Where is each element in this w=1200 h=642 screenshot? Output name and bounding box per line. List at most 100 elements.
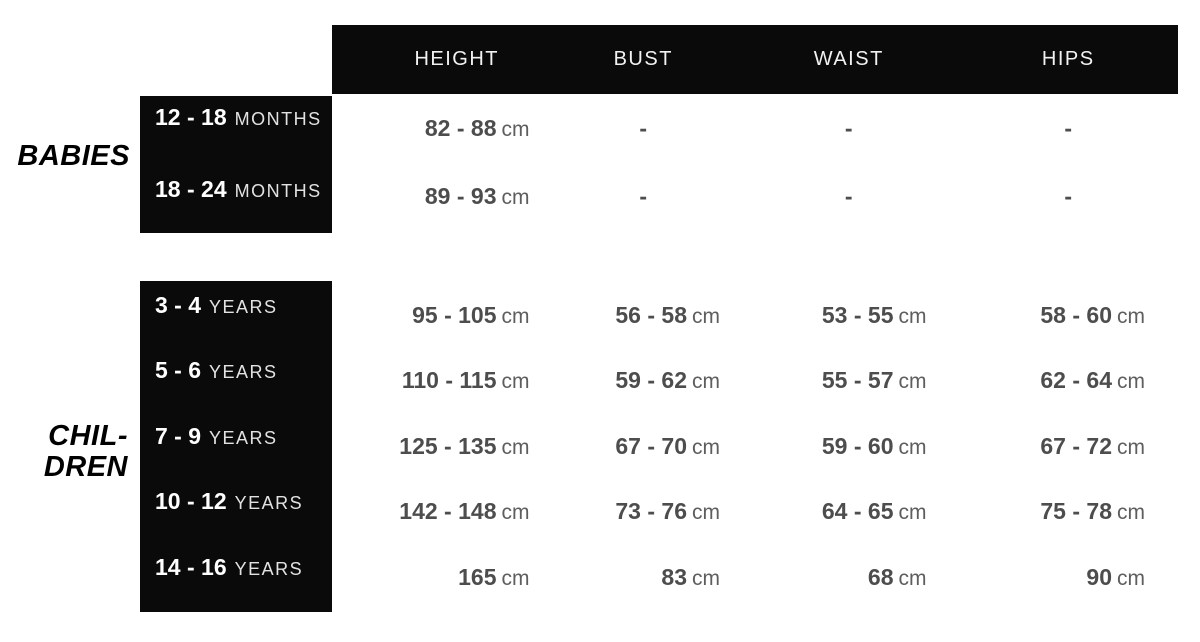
table-row: 82 - 88 cm - - -	[332, 108, 1178, 148]
age-range: 3 - 4	[155, 292, 202, 318]
cell-height: 95 - 105 cm	[332, 295, 544, 339]
age-label-14-16-years: 14 - 16 YEARS	[155, 547, 331, 587]
cell-hips: 58 - 60 cm	[967, 295, 1179, 339]
cell-unit: cm	[501, 567, 530, 590]
section-label-children: CHIL- DREN	[0, 421, 128, 483]
age-unit: YEARS	[209, 362, 278, 382]
cell-hips: 75 - 78 cm	[967, 491, 1179, 535]
cell-hips: -	[963, 176, 1175, 220]
cell-unit: cm	[501, 305, 530, 328]
cell-hips: 90 cm	[967, 557, 1179, 601]
age-unit: MONTHS	[234, 109, 322, 129]
cell-unit: cm	[501, 370, 530, 393]
cell-unit: cm	[1117, 370, 1145, 393]
cell-value: 67 - 72	[1040, 433, 1112, 459]
cell-unit: cm	[1117, 305, 1145, 328]
cell-unit: cm	[1117, 501, 1145, 524]
age-unit: YEARS	[234, 493, 304, 513]
age-unit: YEARS	[209, 297, 278, 317]
cell-value: -	[844, 183, 853, 209]
age-label-3-4-years: 3 - 4 YEARS	[155, 285, 331, 325]
age-range: 7 - 9	[155, 423, 202, 449]
age-range: 10 - 12	[155, 488, 227, 514]
cell-value: 125 - 135	[399, 433, 497, 459]
cell-value: 165	[458, 564, 497, 590]
cell-unit: cm	[501, 501, 530, 524]
cell-hips: 67 - 72 cm	[967, 426, 1179, 470]
cell-value: 89 - 93	[424, 183, 497, 209]
cell-unit: cm	[692, 305, 720, 328]
cell-height: 82 - 88 cm	[332, 108, 544, 152]
cell-value: 75 - 78	[1040, 498, 1112, 524]
cell-bust: 83 cm	[544, 557, 756, 601]
table-row: 110 - 115 cm 59 - 62 cm 55 - 57 cm 62 - 64 c…	[332, 360, 1178, 400]
cell-value: -	[844, 115, 853, 141]
cell-unit: cm	[898, 370, 927, 393]
cell-height: 142 - 148 cm	[332, 491, 544, 535]
cell-waist: -	[743, 108, 955, 152]
cell-bust: -	[538, 176, 750, 220]
cell-value: 59 - 62	[615, 367, 687, 393]
table-row: 95 - 105 cm 56 - 58 cm 53 - 55 cm 58 - 60 cm	[332, 295, 1178, 335]
cell-value: 56 - 58	[615, 302, 687, 328]
column-header-waist: WAIST	[813, 48, 884, 70]
cell-unit: cm	[692, 567, 720, 590]
cell-value: 62 - 64	[1040, 367, 1112, 393]
cell-unit: cm	[501, 118, 530, 141]
cell-height: 89 - 93 cm	[332, 176, 544, 220]
cell-unit: cm	[501, 186, 530, 209]
cell-waist: -	[743, 176, 955, 220]
cell-waist: 64 - 65 cm	[755, 491, 967, 535]
cell-unit: cm	[898, 501, 927, 524]
cell-value: 110 - 115	[401, 367, 497, 393]
cell-bust: 67 - 70 cm	[544, 426, 756, 470]
age-range: 12 - 18	[155, 104, 227, 130]
table-row: 89 - 93 cm - - -	[332, 176, 1178, 216]
babies-age-box	[140, 96, 332, 233]
cell-value: 68	[867, 564, 894, 590]
age-label-5-6-years: 5 - 6 YEARS	[155, 350, 331, 390]
cell-value: 67 - 70	[615, 433, 687, 459]
cell-value: 55 - 57	[821, 367, 894, 393]
cell-value: -	[639, 115, 648, 141]
section-label-line: CHIL-	[48, 420, 128, 452]
cell-value: 59 - 60	[821, 433, 894, 459]
column-header-bust: BUST	[613, 48, 673, 70]
cell-value: 64 - 65	[821, 498, 894, 524]
cell-unit: cm	[692, 370, 720, 393]
cell-unit: cm	[898, 436, 927, 459]
age-label-10-12-years: 10 - 12 YEARS	[155, 481, 331, 521]
table-header-bar: HEIGHT BUST WAIST HIPS	[332, 25, 1178, 94]
age-range: 18 - 24	[155, 176, 227, 202]
age-unit: YEARS	[234, 559, 304, 579]
cell-unit: cm	[692, 436, 720, 459]
age-range: 5 - 6	[155, 357, 202, 383]
cell-bust: 73 - 76 cm	[544, 491, 756, 535]
cell-bust: 56 - 58 cm	[544, 295, 756, 339]
cell-waist: 59 - 60 cm	[755, 426, 967, 470]
cell-value: 83	[661, 564, 687, 590]
column-header-height: HEIGHT	[414, 48, 500, 70]
cell-value: -	[1064, 115, 1073, 141]
cell-waist: 55 - 57 cm	[755, 360, 967, 404]
table-row: 125 - 135 cm 67 - 70 cm 59 - 60 cm 67 - 72 c…	[332, 426, 1178, 466]
cell-height: 125 - 135 cm	[332, 426, 544, 470]
cell-unit: cm	[898, 305, 927, 328]
cell-unit: cm	[1117, 567, 1145, 590]
age-unit: YEARS	[209, 428, 278, 448]
cell-value: 82 - 88	[424, 115, 497, 141]
cell-value: 95 - 105	[412, 302, 497, 328]
age-label-18-24-months: 18 - 24 MONTHS	[155, 169, 331, 209]
cell-value: 53 - 55	[821, 302, 894, 328]
cell-value: 142 - 148	[399, 498, 497, 524]
cell-height: 165 cm	[332, 557, 544, 601]
age-unit: MONTHS	[234, 181, 322, 201]
cell-unit: cm	[898, 567, 927, 590]
table-row: 142 - 148 cm 73 - 76 cm 64 - 65 cm 75 - 78 c…	[332, 491, 1178, 531]
cell-value: 58 - 60	[1040, 302, 1112, 328]
cell-waist: 53 - 55 cm	[755, 295, 967, 339]
age-label-7-9-years: 7 - 9 YEARS	[155, 416, 331, 456]
cell-height: 110 - 115 cm	[332, 360, 544, 404]
cell-value: -	[1064, 183, 1073, 209]
